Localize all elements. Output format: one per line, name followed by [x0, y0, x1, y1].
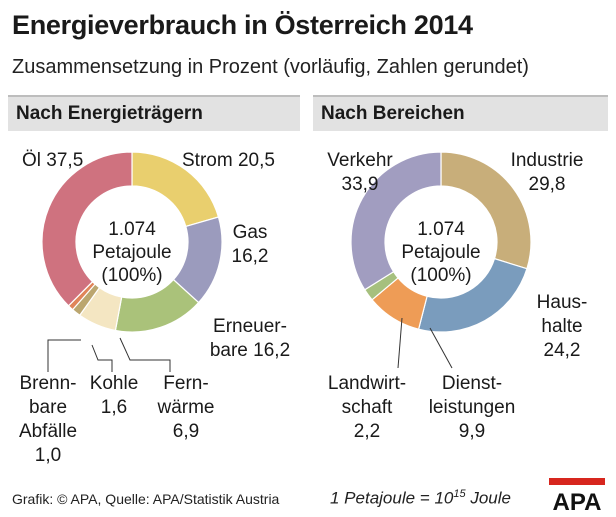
center-label-left: 1.074 Petajoule (100%): [72, 218, 192, 287]
center-label-right: 1.074 Petajoule (100%): [381, 218, 501, 287]
slice-label-landwirt: Landwirt- schaft 2,2: [327, 373, 407, 442]
center-pct-right: (100%): [410, 265, 472, 286]
slice-label-industrie: Industrie 29,8: [510, 150, 584, 195]
slice-label-dienst: Dienst- leistungen 9,9: [428, 373, 516, 442]
slice-oel: [41, 151, 133, 307]
center-pct-left: (100%): [101, 265, 163, 286]
slice-label-brennbare: Brenn- bare Abfälle 1,0: [18, 373, 78, 466]
section-header-right: Nach Bereichen: [313, 95, 608, 131]
leader-line-landwirt: [397, 317, 403, 369]
slice-label-strom: Strom 20,5: [182, 150, 275, 171]
center-unit-right: Petajoule: [401, 242, 481, 263]
slice-label-gas: Gas 16,2: [231, 222, 269, 267]
slice-label-verkehr: Verkehr 33,9: [327, 150, 393, 195]
center-value-left: 1.074: [108, 219, 156, 240]
slice-label-erneuerbare: Erneuer- bare 16,2: [209, 316, 291, 361]
apa-logo: APA: [549, 478, 605, 512]
center-value-right: 1.074: [417, 219, 465, 240]
leader-line-dienst: [429, 327, 453, 369]
section-title-left: Nach Energieträgern: [16, 103, 203, 124]
page-title: Energieverbrauch in Österreich 2014: [12, 10, 473, 40]
leader-line-brennbare: [47, 339, 81, 372]
slice-label-haushalte: Haus- halte 24,2: [536, 292, 588, 361]
slice-label-kohle: Kohle 1,6: [89, 373, 139, 418]
page-subtitle: Zusammensetzung in Prozent (vorläufig, Z…: [12, 56, 529, 78]
leader-line-kohle: [91, 344, 113, 372]
section-header-left: Nach Energieträgern: [8, 95, 300, 131]
logo-text: APA: [553, 489, 602, 512]
slice-industrie: [440, 151, 532, 270]
center-unit-left: Petajoule: [92, 242, 172, 263]
section-title-right: Nach Bereichen: [321, 103, 465, 124]
slice-label-fernwaerme: Fern- wärme 6,9: [157, 373, 215, 442]
logo-flag: [549, 478, 605, 485]
slice-label-oel: Öl 37,5: [22, 150, 84, 171]
source-credit: Grafik: © APA, Quelle: APA/Statistik Aus…: [12, 491, 280, 507]
unit-note: 1 Petajoule = 1015 Joule: [330, 488, 511, 508]
slice-verkehr: [350, 151, 442, 291]
leader-line-fernwaerme: [119, 337, 171, 372]
